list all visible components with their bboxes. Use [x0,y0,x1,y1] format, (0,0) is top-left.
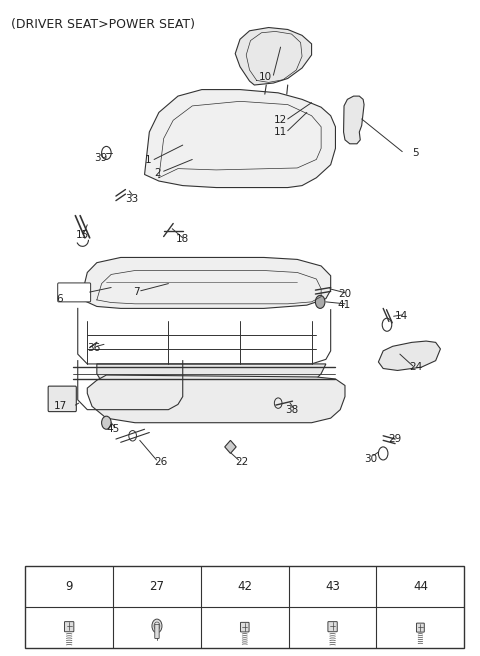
Text: 12: 12 [274,115,287,125]
Polygon shape [235,28,312,85]
Text: 30: 30 [364,454,377,464]
Text: 24: 24 [409,362,423,372]
FancyBboxPatch shape [48,386,76,411]
Text: 33: 33 [125,194,139,203]
Text: 18: 18 [176,234,189,244]
FancyBboxPatch shape [240,623,249,632]
Text: 44: 44 [413,581,428,593]
Text: 27: 27 [149,581,165,593]
Polygon shape [378,341,441,371]
Text: 43: 43 [325,581,340,593]
Polygon shape [144,90,336,188]
Polygon shape [344,96,364,144]
Polygon shape [87,375,345,422]
Text: 42: 42 [237,581,252,593]
FancyBboxPatch shape [64,622,74,632]
Text: 7: 7 [132,287,139,297]
Circle shape [152,619,162,633]
Text: 38: 38 [285,405,299,415]
Text: (DRIVER SEAT>POWER SEAT): (DRIVER SEAT>POWER SEAT) [11,18,195,31]
Text: 6: 6 [56,294,63,304]
Polygon shape [97,364,326,390]
Text: 17: 17 [54,401,67,411]
Text: 1: 1 [144,155,151,165]
Text: 41: 41 [338,300,351,310]
Circle shape [102,416,111,429]
Text: 14: 14 [395,311,408,321]
FancyBboxPatch shape [25,566,464,648]
FancyBboxPatch shape [417,623,424,632]
Text: 29: 29 [388,434,401,444]
Circle shape [154,622,160,630]
FancyBboxPatch shape [155,625,159,638]
FancyBboxPatch shape [328,622,337,632]
Text: 22: 22 [235,457,249,467]
Text: 11: 11 [274,127,287,137]
Polygon shape [83,257,331,308]
Text: 15: 15 [75,230,89,240]
Text: 26: 26 [154,457,168,467]
Text: 9: 9 [65,581,73,593]
Text: 10: 10 [259,72,272,81]
FancyBboxPatch shape [58,283,91,302]
Polygon shape [225,440,236,453]
Circle shape [315,295,325,308]
Text: 45: 45 [107,424,120,434]
Text: 2: 2 [154,167,161,178]
Text: 39: 39 [95,153,108,163]
Text: 5: 5 [412,148,419,158]
Text: 20: 20 [338,289,351,299]
Text: 36: 36 [87,342,100,352]
